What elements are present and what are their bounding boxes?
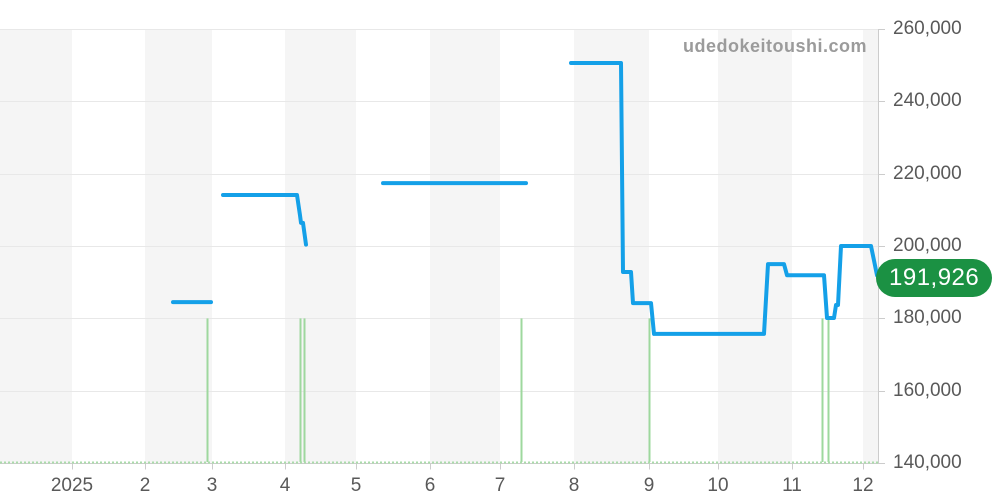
watermark: udedokeitoushi.com [682,36,868,56]
x-axis-label: 2 [139,474,151,496]
y-axis-label: 140,000 [893,452,962,473]
x-axis-label: 6 [424,474,436,496]
y-axis-label: 220,000 [893,162,962,184]
y-axis-label: 160,000 [893,379,962,401]
current-price-badge: 191,926 [876,259,993,297]
x-axis-label: 8 [568,474,580,496]
price-line-segment [221,193,308,247]
x-axis-label: 12 [852,474,874,496]
y-axis-label: 240,000 [893,90,962,112]
price-line-segment [569,61,879,336]
x-axis-label: 2025 [50,474,94,496]
y-axis-label: 260,000 [893,18,962,39]
x-axis-label: 7 [494,474,506,496]
x-axis-label: 3 [206,474,218,496]
x-axis-label: 11 [782,474,802,496]
x-axis-label: 4 [279,474,291,496]
y-axis-label: 200,000 [893,235,962,256]
x-axis-label: 9 [643,474,655,496]
x-axis-label: 5 [350,474,362,496]
x-axis-label: 10 [707,474,729,496]
y-axis-label: 180,000 [893,307,962,329]
